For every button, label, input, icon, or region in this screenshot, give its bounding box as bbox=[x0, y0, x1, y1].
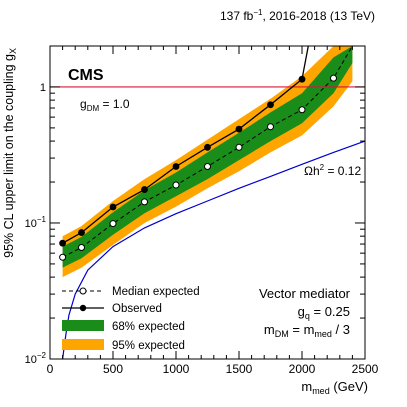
median-expected-point bbox=[204, 163, 211, 171]
median-expected-point bbox=[298, 106, 306, 114]
median-expected-series bbox=[59, 45, 353, 261]
band-68-area bbox=[62, 46, 353, 268]
y-axis-title: 95% CL upper limit on the coupling gX bbox=[2, 48, 18, 258]
observed-point bbox=[204, 143, 211, 151]
relic-annotation: Ωh2 = 0.12 bbox=[304, 163, 361, 178]
median-expected-point bbox=[59, 253, 67, 261]
legend-68-swatch bbox=[62, 320, 104, 331]
coupling-annotation: gDM = 1.0 bbox=[80, 97, 130, 113]
median-expected-point bbox=[78, 244, 85, 252]
legend-95-swatch bbox=[62, 339, 104, 350]
observed-point bbox=[235, 125, 243, 133]
median-expected-point bbox=[330, 74, 337, 82]
mass-relation-label: mDM = mmed / 3 bbox=[264, 322, 350, 339]
legend-observed-marker bbox=[79, 304, 87, 312]
legend-observed-label: Observed bbox=[112, 303, 162, 315]
x-axis-ticks: 0 500 1000 1500 2000 2500 bbox=[47, 46, 379, 376]
y-tick-label: 10−1 bbox=[25, 215, 47, 230]
x-tick-label: 2500 bbox=[352, 362, 379, 376]
legend-95-label: 95% expected bbox=[112, 340, 185, 352]
median-expected-point bbox=[267, 123, 274, 131]
gq-label: gq = 0.25 bbox=[298, 304, 350, 321]
x-tick-label: 1500 bbox=[226, 362, 253, 376]
legend-median-marker bbox=[79, 287, 87, 295]
relic-density-curve bbox=[62, 140, 366, 360]
experiment-label: CMS bbox=[68, 67, 104, 84]
x-tick-label: 2000 bbox=[289, 362, 316, 376]
plot-frame bbox=[49, 45, 366, 360]
x-axis-title: mmed (GeV) bbox=[301, 379, 368, 396]
median-expected-point bbox=[109, 220, 117, 228]
observed-point bbox=[78, 229, 85, 236]
x-tick-label: 500 bbox=[103, 362, 123, 376]
legend: Median expected Observed 68% expected 95… bbox=[62, 286, 200, 352]
observed-series bbox=[59, 45, 309, 247]
relic-line bbox=[62, 140, 366, 360]
mediator-label: Vector mediator bbox=[259, 286, 351, 301]
observed-line bbox=[62, 45, 309, 244]
x-tick-label: 1000 bbox=[163, 362, 190, 376]
legend-median-label: Median expected bbox=[112, 286, 200, 298]
legend-68-label: 68% expected bbox=[112, 321, 185, 333]
band-68-expected bbox=[62, 46, 353, 268]
observed-point bbox=[172, 163, 180, 170]
observed-point bbox=[267, 101, 274, 109]
y-axis-ticks: 10−2 10−1 1 bbox=[25, 45, 365, 366]
y-tick-label: 10−2 bbox=[25, 351, 47, 366]
observed-point bbox=[109, 203, 117, 211]
x-tick-label: 0 bbox=[47, 362, 54, 376]
y-tick-label: 1 bbox=[40, 82, 46, 94]
observed-point bbox=[59, 239, 66, 247]
median-expected-point bbox=[141, 198, 148, 206]
observed-point bbox=[141, 186, 148, 193]
lumi-label: 137 fb−1, 2016-2018 (13 TeV) bbox=[220, 8, 375, 23]
median-expected-point bbox=[172, 181, 180, 189]
observed-point bbox=[298, 75, 306, 83]
median-expected-point bbox=[235, 143, 243, 151]
